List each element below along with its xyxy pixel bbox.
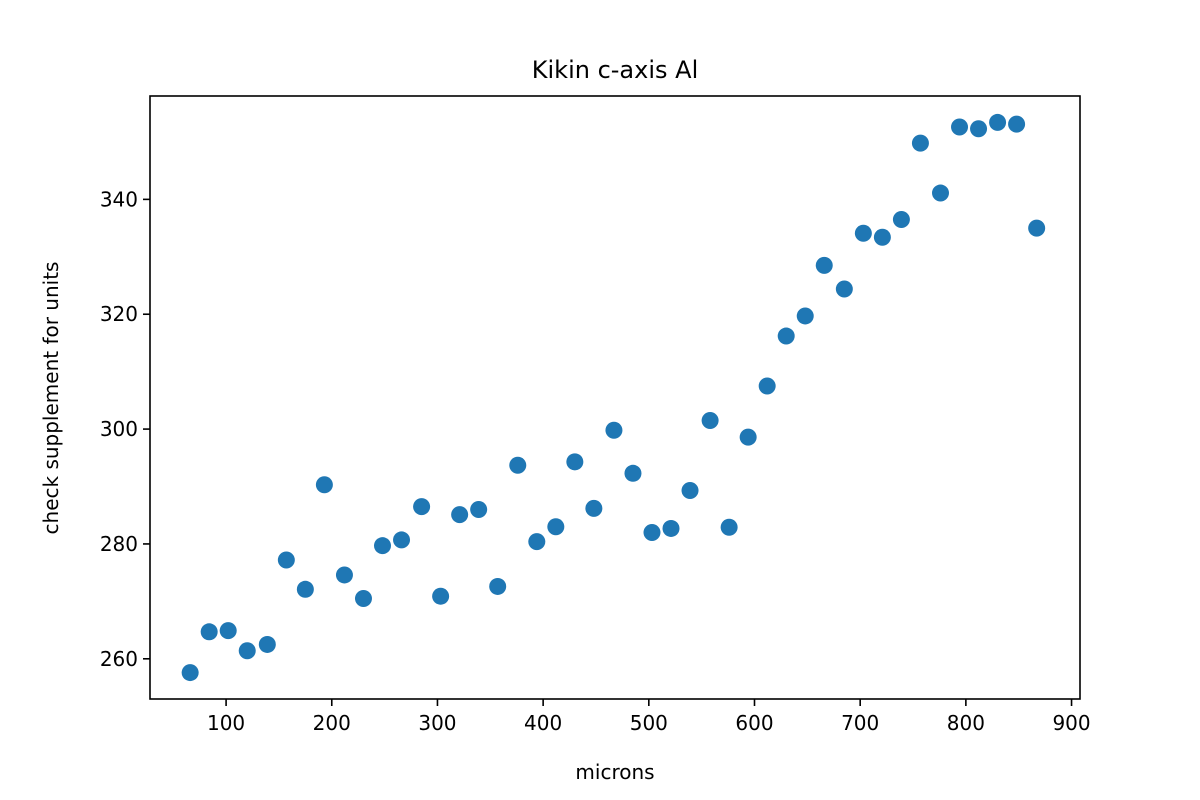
data-point [219, 622, 237, 640]
data-point [605, 421, 623, 439]
data-point [1028, 219, 1046, 237]
x-axis-label: microns [575, 760, 654, 784]
data-point [393, 531, 411, 549]
x-tick-label: 200 [313, 711, 351, 735]
y-axis-label: check supplement for units [39, 262, 63, 535]
data-point [413, 498, 431, 516]
data-point [624, 464, 642, 482]
data-point [470, 500, 488, 518]
y-axis: 260 280 300 320 340 [100, 187, 150, 671]
data-point [643, 523, 661, 541]
chart-title: Kikin c-axis Al [532, 56, 698, 84]
data-point [739, 428, 757, 446]
x-tick-label: 500 [630, 711, 668, 735]
data-point [509, 456, 527, 474]
plot-frame [149, 95, 1081, 700]
x-tick-label: 100 [207, 711, 245, 735]
data-point [296, 580, 314, 598]
data-point [681, 482, 699, 500]
points-layer [181, 113, 1046, 682]
data-point [315, 476, 333, 494]
y-tick-label: 260 [100, 647, 138, 671]
data-point [238, 642, 256, 660]
data-point [835, 280, 853, 298]
data-point [528, 533, 546, 551]
x-tick-label: 300 [418, 711, 456, 735]
data-point [566, 453, 584, 471]
x-tick-label: 600 [735, 711, 773, 735]
data-point [932, 184, 949, 202]
data-point [277, 551, 295, 569]
data-point [701, 411, 719, 429]
data-point [892, 210, 910, 228]
data-point [181, 664, 199, 682]
x-tick-label: 900 [1052, 711, 1090, 735]
data-point [970, 120, 988, 138]
data-point [200, 623, 218, 641]
data-point [911, 134, 929, 152]
data-point [258, 635, 276, 653]
y-tick-label: 320 [100, 302, 138, 326]
data-point [662, 519, 680, 537]
data-point [796, 307, 814, 325]
x-tick-label: 700 [841, 711, 879, 735]
data-point [854, 224, 872, 242]
data-point [720, 518, 738, 536]
data-point [989, 113, 1007, 131]
data-point [354, 590, 372, 607]
data-point [374, 537, 391, 555]
x-axis: 100 200 300 400 500 600 700 800 900 [207, 699, 1091, 735]
data-point [335, 566, 353, 584]
data-point [873, 228, 891, 246]
data-point [777, 327, 795, 345]
data-point [1008, 115, 1026, 133]
data-point [951, 118, 969, 136]
data-point [758, 377, 776, 395]
data-point [451, 506, 469, 524]
y-tick-label: 280 [100, 532, 138, 556]
x-tick-label: 400 [524, 711, 562, 735]
y-tick-label: 300 [100, 417, 138, 441]
x-tick-label: 800 [947, 711, 985, 735]
data-point [489, 577, 507, 595]
y-tick-label: 340 [100, 187, 138, 211]
data-point [585, 499, 603, 517]
data-point [547, 518, 565, 536]
data-point [815, 256, 833, 274]
data-point [432, 587, 450, 605]
